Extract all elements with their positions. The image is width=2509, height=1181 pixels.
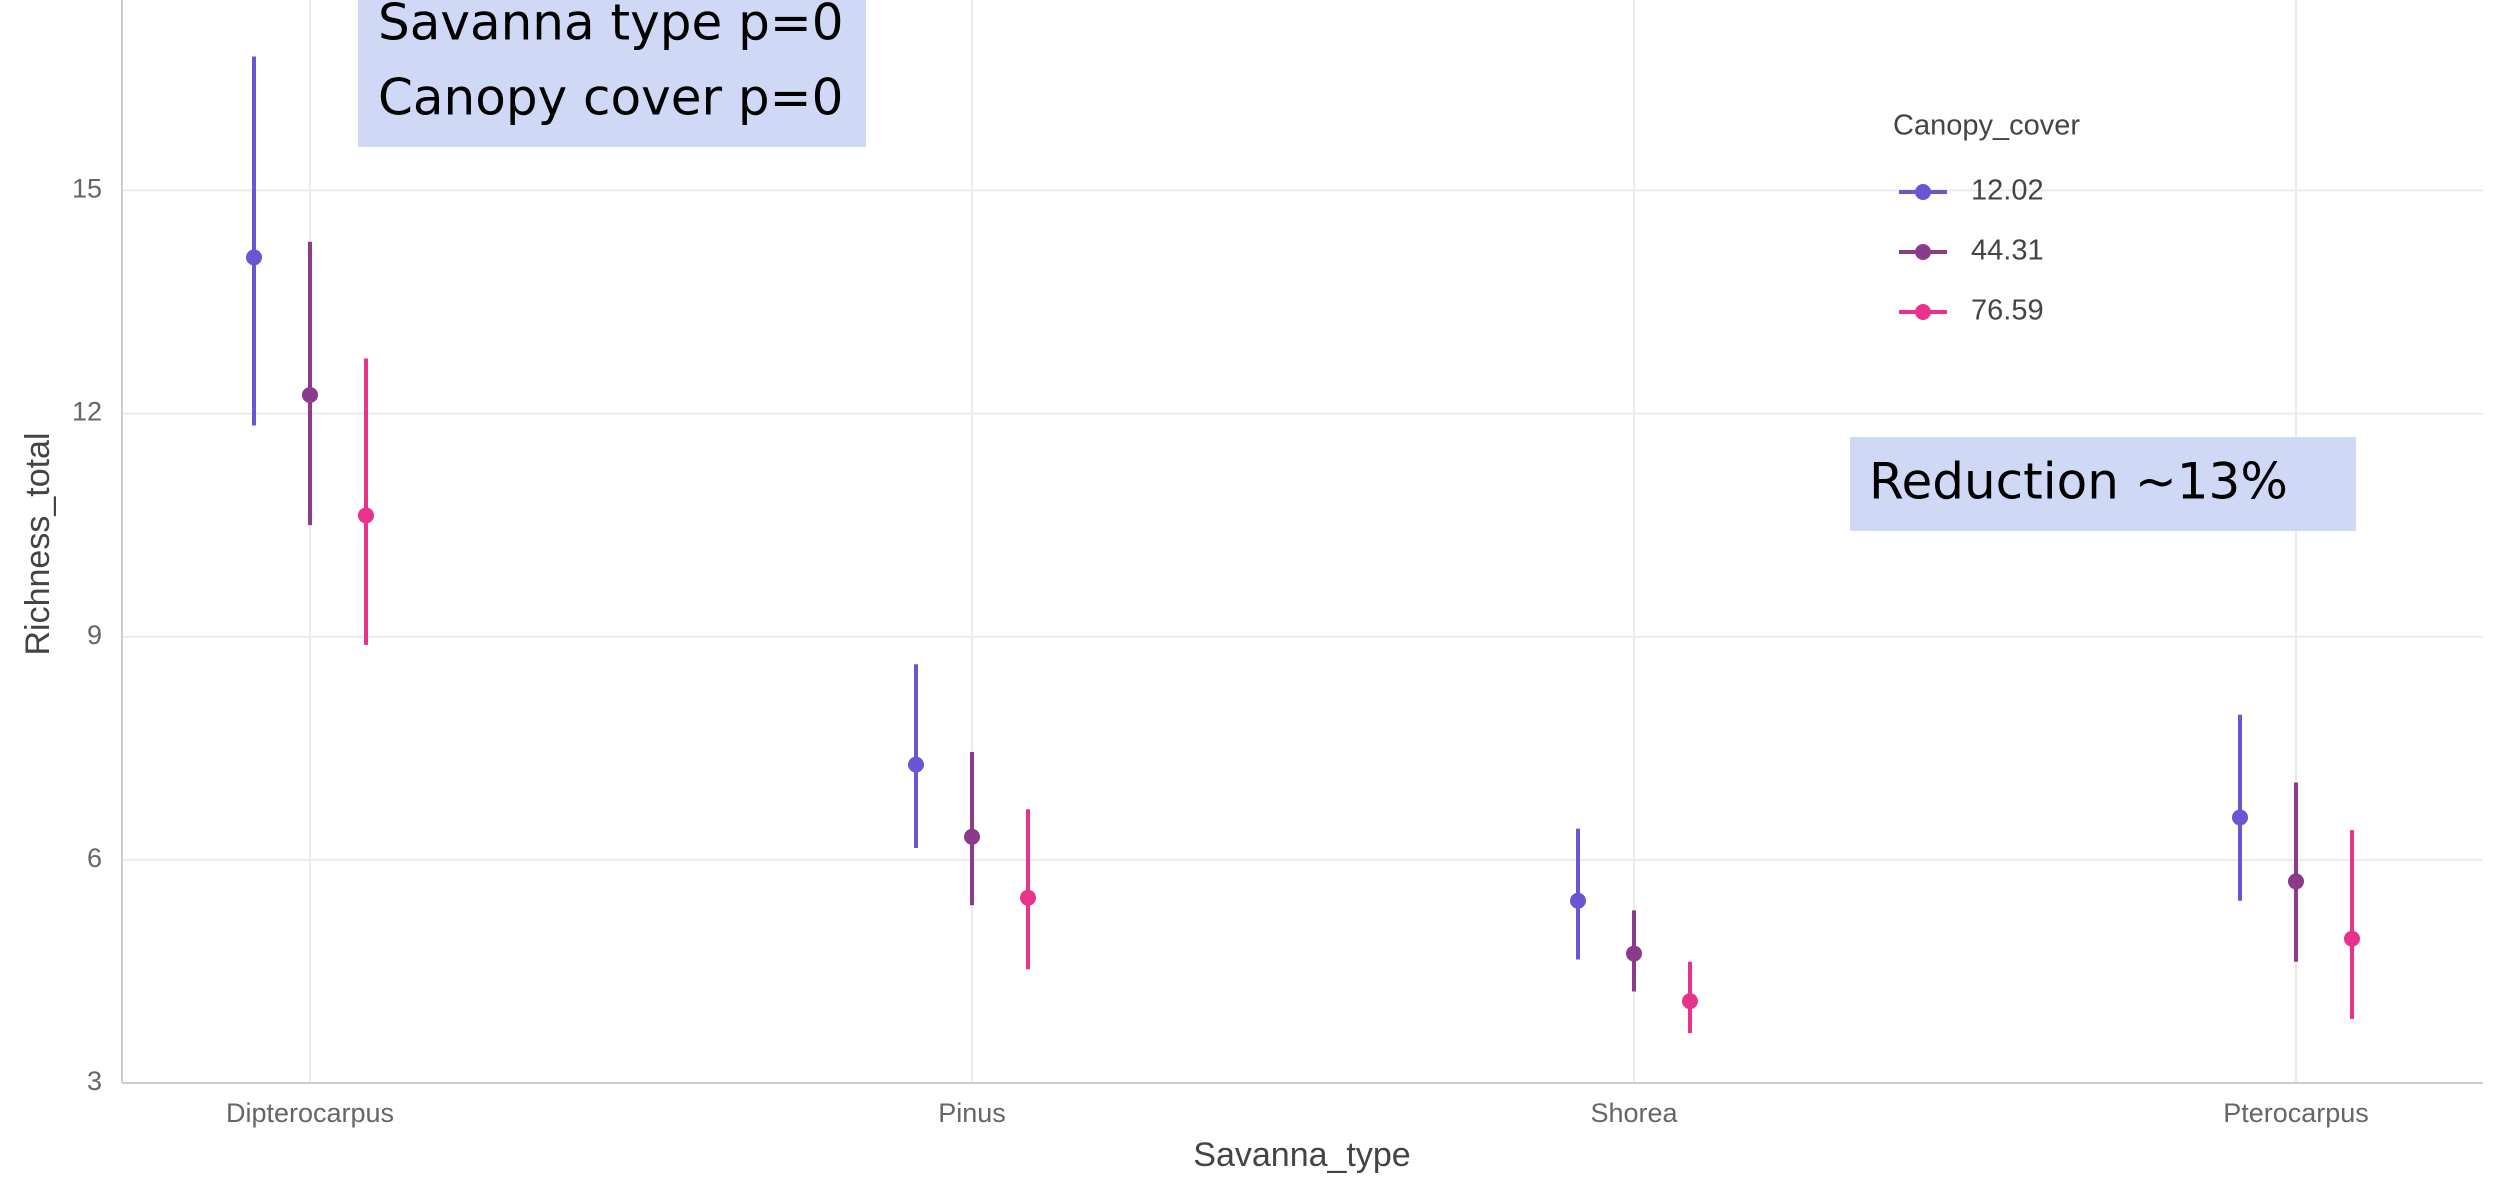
- x-tick-label: Dipterocarpus: [226, 1098, 394, 1128]
- legend-title: Canopy_cover: [1893, 110, 2080, 142]
- x-tick-label: Pinus: [938, 1098, 1006, 1128]
- x-tick-label: Pterocarpus: [2223, 1098, 2369, 1128]
- point: [964, 828, 980, 845]
- legend-label: 44.31: [1971, 235, 2044, 267]
- y-tick-label: 15: [72, 174, 102, 204]
- annotation: Savanna type p=0: [378, 0, 844, 52]
- point: [302, 386, 318, 403]
- legend-key-point: [1915, 244, 1931, 260]
- legend-label: 12.02: [1971, 175, 2044, 207]
- legend-key-point: [1915, 184, 1931, 200]
- point: [2344, 930, 2360, 947]
- y-tick-label: 6: [87, 843, 102, 873]
- point: [1020, 889, 1036, 906]
- annotation-box: [358, 0, 866, 147]
- point: [2288, 873, 2304, 890]
- point: [1570, 892, 1586, 909]
- y-axis-title: Richness_total: [19, 432, 57, 655]
- legend-key-point: [1915, 304, 1931, 320]
- annotation: Reduction ~13%: [1869, 453, 2288, 511]
- y-tick-label: 3: [87, 1066, 102, 1096]
- annotation-box: [1850, 437, 2356, 531]
- x-axis-title: Savanna_type: [1193, 1136, 1410, 1174]
- point: [1682, 993, 1698, 1010]
- point: [908, 756, 924, 773]
- legend-label: 76.59: [1971, 295, 2044, 327]
- y-tick-label: 12: [72, 397, 102, 427]
- x-tick-label: Shorea: [1590, 1098, 1678, 1128]
- point: [2232, 809, 2248, 826]
- y-tick-label: 9: [87, 620, 102, 650]
- point: [246, 249, 262, 266]
- point: [358, 507, 374, 524]
- point: [1626, 945, 1642, 962]
- annotation: Canopy cover p=0: [378, 69, 843, 127]
